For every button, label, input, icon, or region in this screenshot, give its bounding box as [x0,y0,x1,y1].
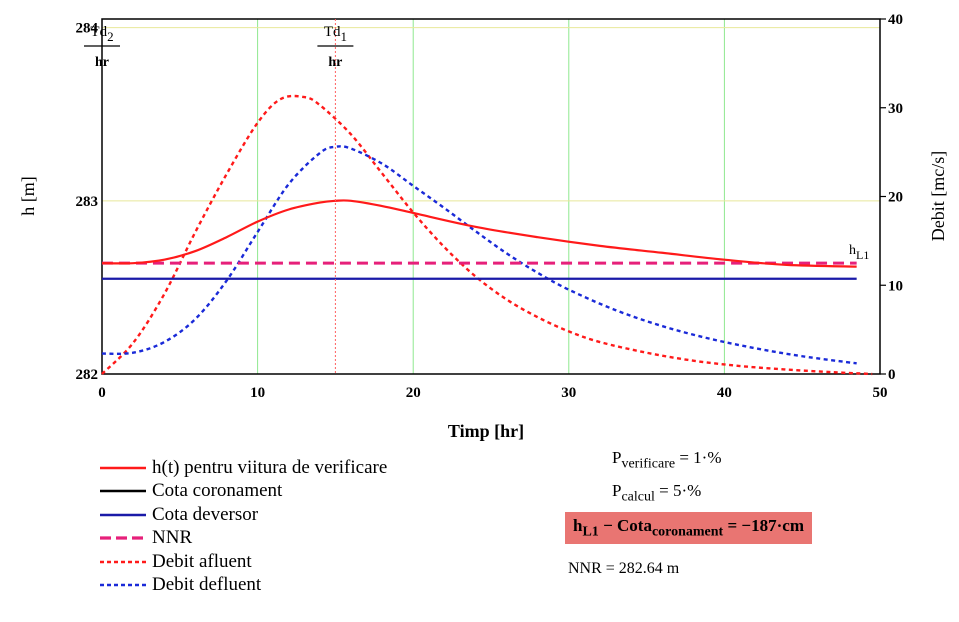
legend-swatch [100,536,146,540]
legend-swatch [100,466,146,470]
y-left-tick-label: 282 [76,367,99,383]
series-debit-afluent [101,94,873,376]
x-axis-label: Timp [hr] [448,421,524,441]
series-debit-defluent [101,145,857,365]
marker-label: Td2 [90,24,113,44]
legend-swatch [100,560,146,564]
y-left-tick-label: 283 [76,194,99,210]
y-axis-right-label: Debit [mc/s] [928,151,948,241]
y-right-tick-label: 40 [888,12,903,28]
hl1-minus-coronament: hL1 − Cotacoronament = −187·cm [565,512,812,545]
ticks-group: 0 10 20 30 40 50 282 283 284 0 10 20 30 40 [76,12,904,401]
y-right-tick-label: 30 [888,101,903,117]
p-calcul: Pcalcul = 5·% [612,481,702,505]
markers-group: Td1 hr Td2 hr hL1 [84,19,869,374]
y-axis-left-label: h [m] [18,176,38,216]
legend: h(t) pentru viitura de verificare Cota co… [98,456,387,597]
x-tick-label: 40 [717,385,732,401]
marker-denominator: hr [95,55,109,70]
chart: Td1 hr Td2 hr hL1 0 10 20 30 40 50 282 283 284 0 10 20 3… [18,12,948,441]
y-left-tick-label: 284 [76,21,99,37]
legend-label: Cota coronament [152,480,283,502]
legend-label: Debit afluent [152,550,252,572]
y-right-tick-label: 20 [888,190,903,206]
legend-swatch [100,583,146,587]
nnr-value: NNR = 282.64 m [568,560,680,577]
legend-item: Debit defluent [98,574,387,598]
y-right-tick-label: 0 [888,367,896,383]
annotation-hl1: hL1 [849,243,869,262]
legend-label: h(t) pentru viitura de verificare [152,456,388,478]
legend-item: Cota coronament [98,480,387,504]
legend-swatch [100,513,146,517]
x-tick-label: 50 [873,385,888,401]
y-right-tick-label: 10 [888,278,903,294]
legend-item: h(t) pentru viitura de verificare [98,456,387,480]
x-tick-label: 30 [561,385,576,401]
legend-swatch [100,489,146,493]
legend-item: Cota deversor [98,503,387,527]
x-tick-label: 10 [250,385,265,401]
legend-label: Debit defluent [152,574,262,596]
marker-label: Td1 [324,24,347,44]
legend-item: NNR [98,527,387,551]
grid [102,19,880,374]
marker-denominator: hr [328,55,342,70]
legend-item: Debit afluent [98,550,387,574]
x-tick-label: 0 [98,385,106,401]
legend-label: NNR [152,527,193,549]
p-verificare: Pverificare = 1·% [612,448,722,472]
plot-frame [101,18,881,375]
legend-label: Cota deversor [152,503,259,525]
series-h-t-pentru-viitura-de-verificare [101,199,857,268]
x-tick-label: 20 [406,385,421,401]
series-group [101,94,873,376]
